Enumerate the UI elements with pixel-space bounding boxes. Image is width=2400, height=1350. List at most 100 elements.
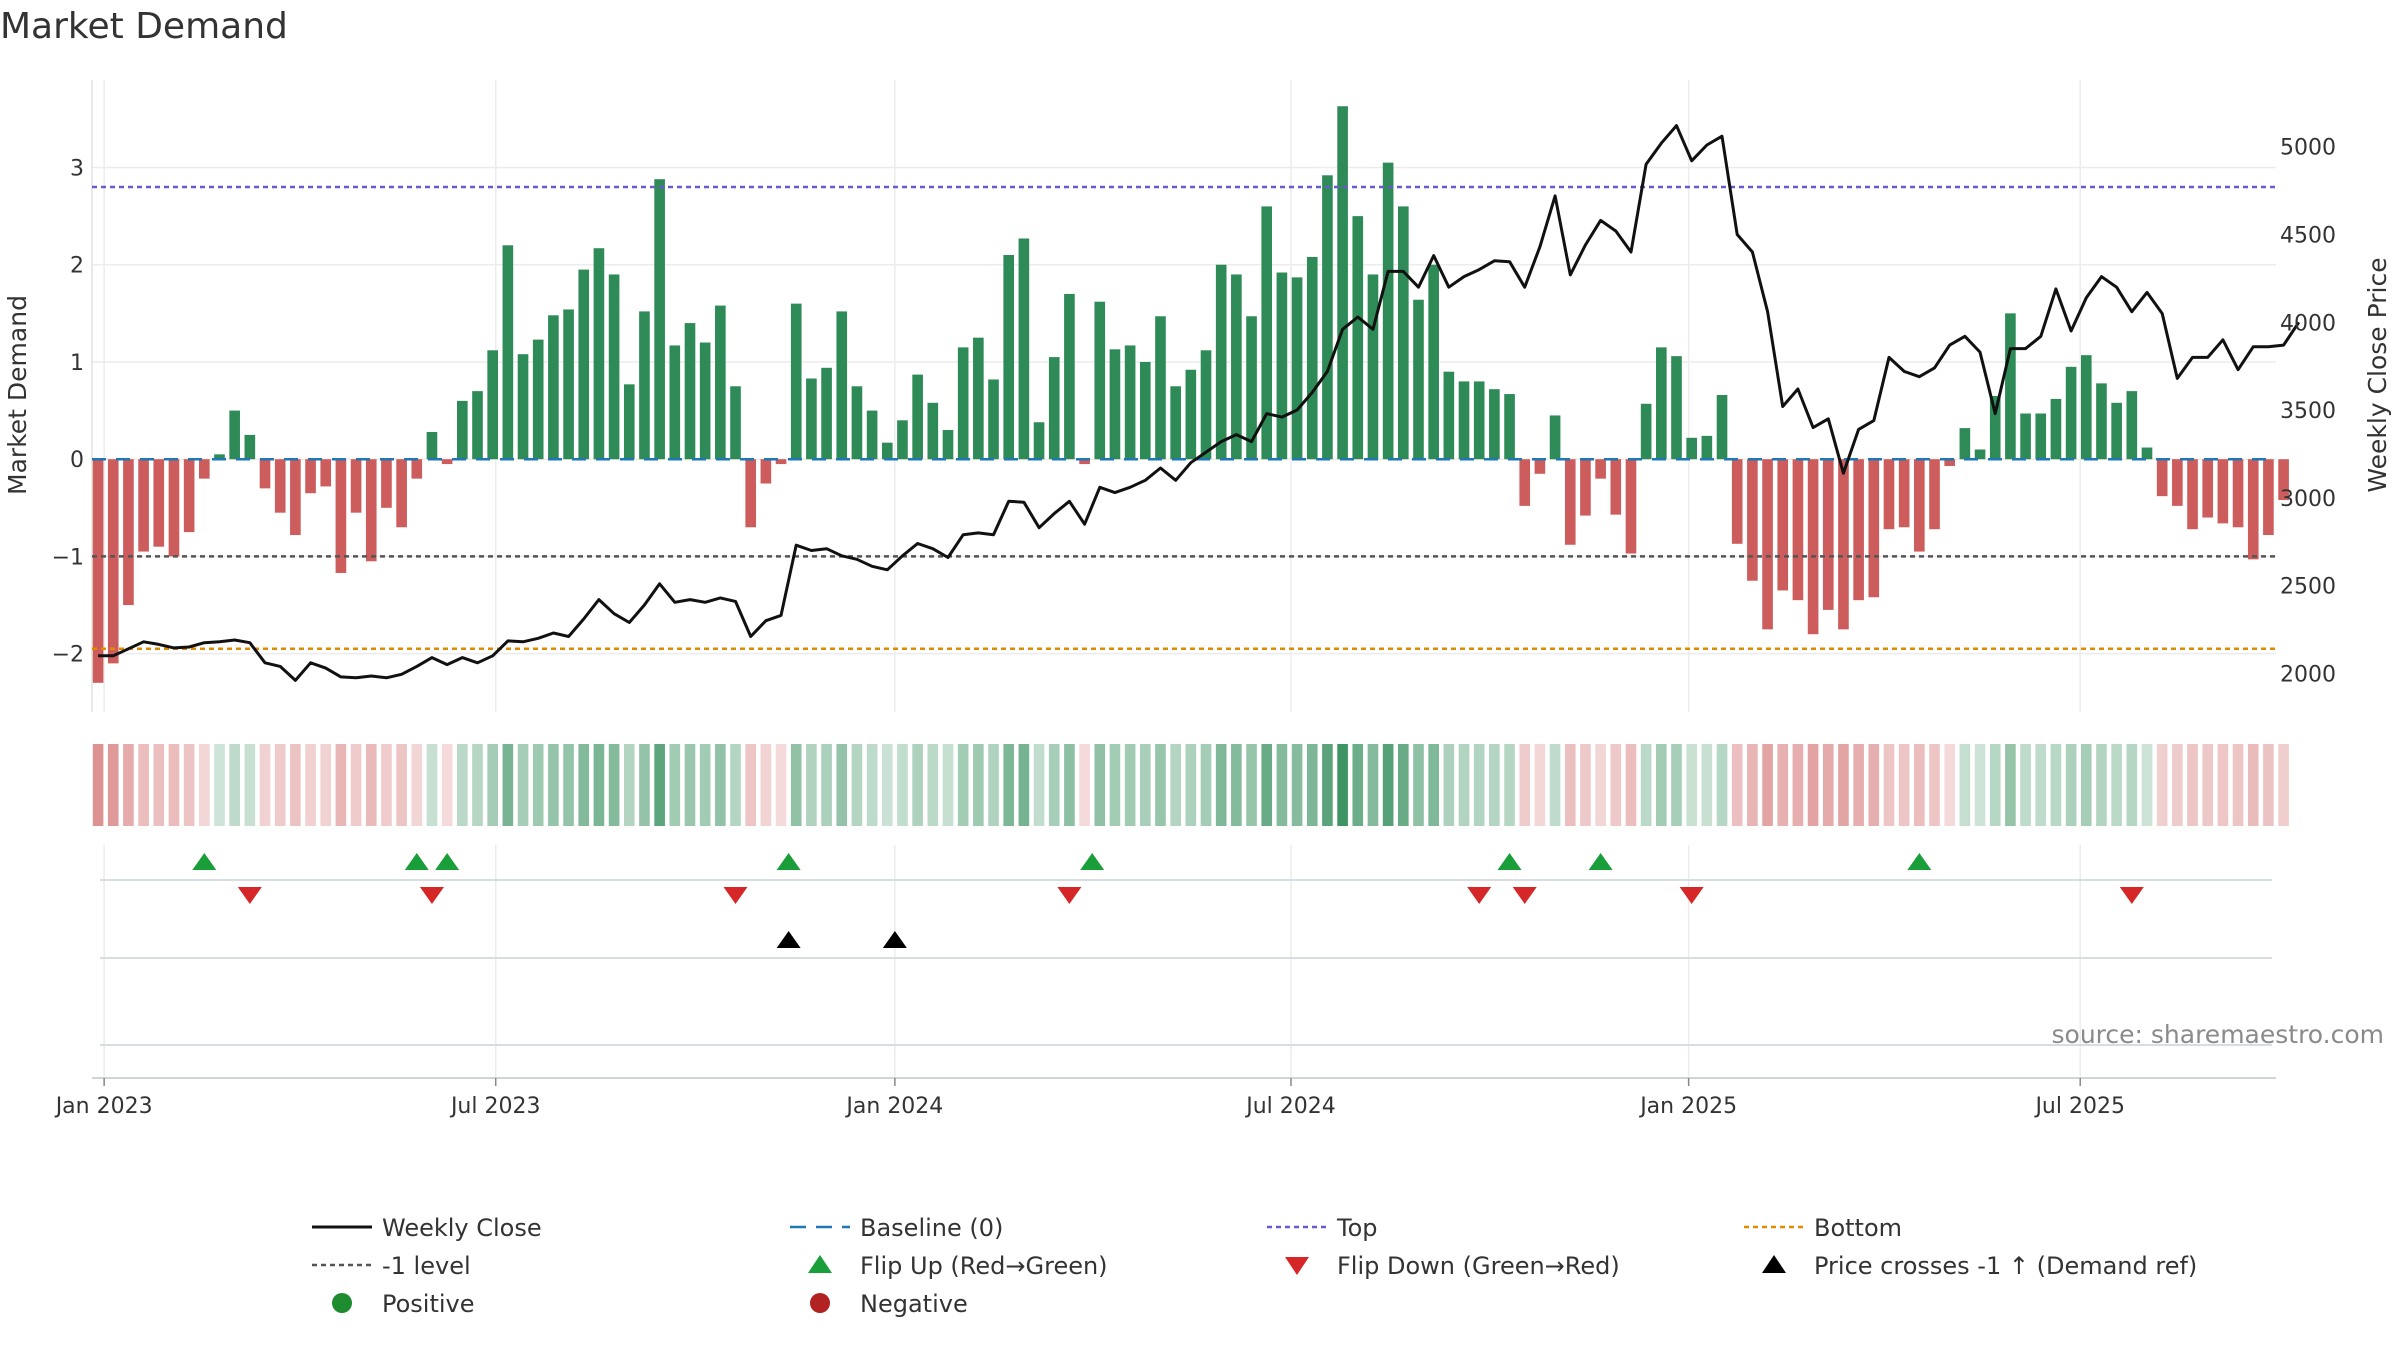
heat-cell bbox=[2111, 744, 2122, 826]
heat-cell bbox=[593, 744, 605, 826]
reference-lines bbox=[92, 185, 2276, 651]
heat-cell bbox=[92, 744, 104, 826]
heat-cell bbox=[881, 744, 893, 826]
demand-bar bbox=[1883, 459, 1895, 530]
demand-bar bbox=[988, 379, 999, 460]
heat-cell bbox=[1792, 744, 1804, 826]
heat-cell bbox=[654, 744, 665, 826]
demand-bar bbox=[897, 420, 908, 460]
legend-label: Flip Down (Green→Red) bbox=[1337, 1252, 1620, 1280]
legend-item-flip-up: Flip Up (Red→Green) bbox=[808, 1252, 1108, 1280]
flip-up-marker bbox=[404, 853, 429, 870]
heat-cell bbox=[1853, 744, 1864, 826]
demand-bar bbox=[1473, 381, 1485, 460]
heat-cell bbox=[138, 744, 149, 826]
heat-cell bbox=[1231, 744, 1242, 826]
demand-bar bbox=[1033, 422, 1045, 460]
demand-bar bbox=[957, 347, 969, 460]
source-note: source: sharemaestro.com bbox=[2052, 1020, 2385, 1049]
legend-label: Weekly Close bbox=[382, 1214, 542, 1242]
demand-bar bbox=[107, 459, 119, 664]
demand-bar bbox=[881, 442, 893, 460]
y-tick-left: −1 bbox=[52, 545, 84, 570]
heat-cell bbox=[548, 744, 559, 826]
demand-bar bbox=[168, 459, 180, 557]
y-ticks-left: −2 −1 0 1 2 3 bbox=[52, 157, 84, 668]
demand-bar bbox=[229, 410, 240, 460]
legend-label: Negative bbox=[860, 1290, 968, 1318]
demand-bar bbox=[2005, 313, 2016, 460]
heat-cell bbox=[1246, 744, 1257, 826]
legend-swatch bbox=[808, 1255, 832, 1273]
heat-cell bbox=[305, 744, 316, 826]
legend-label: Top bbox=[1336, 1214, 1378, 1242]
demand-bar bbox=[517, 354, 529, 460]
heat-cell bbox=[1610, 744, 1622, 826]
demand-bar bbox=[1261, 206, 1273, 460]
demand-bar bbox=[927, 402, 939, 460]
heat-cell bbox=[1215, 744, 1227, 826]
heat-cell bbox=[1018, 744, 1030, 826]
demand-bar bbox=[654, 179, 665, 460]
demand-bar bbox=[1838, 459, 1849, 630]
heat-cell bbox=[1974, 744, 1986, 826]
demand-bar bbox=[305, 459, 316, 494]
demand-bar bbox=[1716, 395, 1728, 460]
demand-heat-strip bbox=[92, 744, 2289, 826]
demand-bar bbox=[973, 337, 984, 460]
flip-down-marker bbox=[419, 887, 444, 904]
heat-cell bbox=[1898, 744, 1910, 826]
heat-cell bbox=[730, 744, 741, 826]
demand-bar bbox=[1989, 396, 2001, 460]
demand-bar bbox=[2263, 459, 2274, 536]
heat-cell bbox=[1170, 744, 1181, 826]
demand-bar bbox=[1003, 255, 1015, 460]
demand-bar bbox=[1534, 459, 1546, 474]
demand-bar bbox=[684, 323, 696, 460]
heat-cell bbox=[578, 744, 590, 826]
demand-bar bbox=[183, 459, 195, 533]
legend-label: Baseline (0) bbox=[860, 1214, 1003, 1242]
y-tick-left: 1 bbox=[70, 351, 84, 376]
heat-cell bbox=[396, 744, 407, 826]
demand-bar bbox=[1155, 316, 1166, 460]
heat-cell bbox=[1200, 744, 1212, 826]
demand-bar bbox=[1170, 386, 1181, 460]
flip-down-marker bbox=[1467, 887, 1492, 904]
demand-bar bbox=[2126, 391, 2138, 460]
flip-down-marker bbox=[1679, 887, 1704, 904]
heat-cell bbox=[1397, 744, 1409, 826]
demand-bar bbox=[1731, 459, 1743, 544]
weekly-close-line bbox=[98, 124, 2301, 682]
heat-cell bbox=[1428, 744, 1439, 826]
heat-cell bbox=[2156, 744, 2168, 826]
demand-bar bbox=[790, 303, 802, 460]
heat-cell bbox=[1822, 744, 1834, 826]
flip-up-marker bbox=[1497, 853, 1522, 870]
demand-bar bbox=[396, 459, 407, 528]
demand-bar bbox=[1185, 369, 1197, 460]
demand-bar bbox=[1064, 293, 1075, 460]
demand-bar bbox=[1959, 428, 1971, 460]
demand-bar bbox=[2187, 459, 2198, 530]
demand-bar bbox=[1929, 459, 1940, 530]
heat-cell bbox=[441, 744, 453, 826]
y-tick-right: 4500 bbox=[2280, 223, 2336, 248]
heat-cell bbox=[1868, 744, 1880, 826]
demand-bar bbox=[1974, 449, 1986, 460]
demand-bar bbox=[350, 459, 362, 513]
heat-cell bbox=[229, 744, 240, 826]
demand-bar bbox=[123, 459, 134, 606]
demand-bar bbox=[2172, 459, 2183, 506]
heat-cell bbox=[1838, 744, 1849, 826]
y-tick-right: 3000 bbox=[2280, 487, 2336, 512]
heat-cell bbox=[2263, 744, 2274, 826]
demand-bar bbox=[1914, 459, 1925, 552]
y-axis-right-label: Weekly Close Price bbox=[2363, 257, 2392, 492]
heat-cell bbox=[775, 744, 787, 826]
demand-bar bbox=[2111, 402, 2122, 460]
x-tick-label: Jan 2023 bbox=[54, 1094, 153, 1119]
heat-cell bbox=[1549, 744, 1561, 826]
signal-markers bbox=[100, 853, 2272, 1046]
demand-bar bbox=[2278, 459, 2289, 501]
